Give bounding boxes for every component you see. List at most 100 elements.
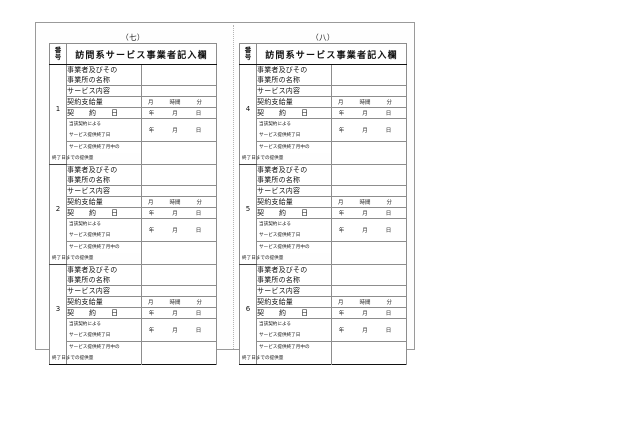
value-cell[interactable]: 月 時間 分 (141, 96, 217, 108)
value-end-date[interactable]: 年月日 (141, 218, 217, 242)
record-row-end-date-2: サービス提供終了日 (50, 230, 217, 242)
unit-label-1: 月 (172, 111, 178, 117)
value-cell[interactable]: 月 時間 分 (331, 196, 407, 208)
value-cell[interactable]: 年月日 (331, 207, 407, 219)
label-provider-name-1: 事業者及びその (256, 164, 332, 175)
value-end-date[interactable]: 年月日 (331, 218, 407, 242)
value-cell[interactable]: 月 時間 分 (141, 196, 217, 208)
label-provider-name-1: 事業者及びその (66, 64, 142, 75)
unit-label-2: 分 (386, 100, 393, 106)
value-end-date[interactable]: 年月日 (331, 118, 407, 142)
panel-caption: （八） (311, 33, 335, 42)
value-provider-name[interactable] (141, 264, 217, 286)
label-service-content: サービス内容 (256, 85, 332, 97)
value-service-content[interactable] (141, 185, 217, 197)
label-contract-amount: 契約支給量 (256, 196, 332, 208)
record-row-remaining-2: 終了日までの提供量 (239, 353, 407, 365)
unit-labels: 年月日 (142, 209, 216, 217)
value-end-date[interactable]: 年月日 (141, 318, 217, 342)
label-provider-name-2: 事業所の名称 (256, 275, 332, 286)
record-row-remaining-2: 終了日までの提供量 (49, 353, 217, 365)
value-remaining[interactable] (141, 341, 217, 365)
record-row-remaining-1: サービス提供終了月中の (240, 241, 407, 265)
record-row-contract-amount: 契約支給量月 時間 分 (240, 96, 407, 108)
record-row-service-content: サービス内容 (240, 285, 407, 297)
unit-labels: 月 時間 分 (332, 298, 406, 306)
label-provider-name-2: 事業所の名称 (256, 75, 332, 86)
record-row-service-content: サービス内容 (50, 285, 217, 297)
value-service-content[interactable] (331, 85, 407, 97)
label-service-content: サービス内容 (66, 185, 142, 197)
value-remaining[interactable] (141, 241, 217, 265)
unit-label-1: 月 (362, 211, 368, 217)
label-end-date-1: 当該契約による (256, 118, 332, 130)
label-provider-name-2: 事業所の名称 (66, 275, 142, 286)
value-service-content[interactable] (331, 285, 407, 297)
label-end-date-2: サービス提供終了日 (66, 330, 142, 342)
record-row-contract-amount: 契約支給量月 時間 分 (50, 196, 217, 208)
value-service-content[interactable] (141, 285, 217, 297)
unit-label-2: 分 (196, 100, 203, 106)
label-end-date-1: 当該契約による (66, 318, 142, 330)
value-cell[interactable]: 月 時間 分 (331, 96, 407, 108)
unit-label-2: 日 (195, 128, 202, 134)
header-number-column: 番号 (49, 43, 67, 65)
value-cell[interactable]: 年月日 (141, 107, 217, 119)
label-remaining-2: 終了日までの提供量 (239, 353, 283, 365)
label-remaining-1: サービス提供終了月中の (66, 241, 142, 253)
value-service-content[interactable] (141, 85, 217, 97)
label-end-date-1: 当該契約による (66, 218, 142, 230)
label-contract-date: 契 約 日 (256, 307, 332, 319)
unit-label-0: 月 (337, 100, 344, 106)
label-remaining-1: サービス提供終了月中の (66, 341, 142, 353)
value-cell[interactable]: 月 時間 分 (141, 296, 217, 308)
value-provider-name[interactable] (331, 64, 407, 86)
value-remaining[interactable] (141, 141, 217, 165)
table-header-row: 番号訪問系サービス事業者記入欄 (239, 43, 407, 65)
value-cell[interactable]: 年月日 (331, 307, 407, 319)
row-number-cell: 5 (239, 164, 257, 253)
label-provider-name-1: 事業者及びその (66, 264, 142, 275)
unit-label-0: 年 (148, 311, 155, 317)
value-end-date[interactable]: 年月日 (331, 318, 407, 342)
value-service-content[interactable] (331, 185, 407, 197)
header-number-char-0: 番 (54, 45, 62, 54)
form-panel-7: （七） 番号訪問系サービス事業者記入欄 1 事業者及びその 事業所の名称 サービス内容契… (49, 32, 217, 365)
value-end-date[interactable]: 年月日 (141, 118, 217, 142)
unit-label-1: 時間 (169, 100, 181, 106)
record-row-service-content: サービス内容 (240, 185, 407, 197)
value-cell[interactable]: 年月日 (141, 307, 217, 319)
unit-label-0: 年 (148, 211, 155, 217)
label-service-content: サービス内容 (66, 285, 142, 297)
unit-label-2: 日 (385, 211, 392, 217)
unit-label-0: 年 (148, 111, 155, 117)
unit-label-0: 年 (338, 128, 345, 134)
value-remaining[interactable] (331, 341, 407, 365)
value-provider-name[interactable] (331, 164, 407, 186)
page-fold-line (233, 25, 234, 349)
form-panel-8: （八） 番号訪問系サービス事業者記入欄 4 事業者及びその 事業所の名称 サービス内容契… (239, 32, 407, 365)
value-provider-name[interactable] (141, 164, 217, 186)
label-contract-amount: 契約支給量 (256, 296, 332, 308)
header-number-char-1: 号 (54, 53, 62, 61)
record-row-end-date-1: 当該契約による年 月 日 (240, 318, 407, 342)
label-provider-name-1: 事業者及びその (66, 164, 142, 175)
provider-entry-table: 番号訪問系サービス事業者記入欄 1 事業者及びその 事業所の名称 サービス内容 契約支給量… (49, 43, 217, 365)
value-cell[interactable]: 月 時間 分 (331, 296, 407, 308)
value-remaining[interactable] (331, 241, 407, 265)
label-end-date-1: 当該契約による (256, 318, 332, 330)
label-contract-amount: 契約支給量 (66, 96, 142, 108)
row-number-cell: 1 (49, 64, 67, 153)
value-provider-name[interactable] (331, 264, 407, 286)
unit-labels: 年月日 (332, 209, 406, 217)
value-cell[interactable]: 年月日 (331, 107, 407, 119)
value-provider-name[interactable] (141, 64, 217, 86)
record-row-end-date-2: サービス提供終了日 (240, 230, 407, 242)
record-row-end-date-1: 当該契約による年 月 日 (50, 318, 217, 342)
value-cell[interactable]: 年月日 (141, 207, 217, 219)
unit-label-2: 日 (385, 128, 392, 134)
record-row-contract-amount: 契約支給量月 時間 分 (240, 296, 407, 308)
unit-label-1: 月 (172, 211, 178, 217)
value-remaining[interactable] (331, 141, 407, 165)
unit-labels: 月 時間 分 (142, 98, 216, 106)
